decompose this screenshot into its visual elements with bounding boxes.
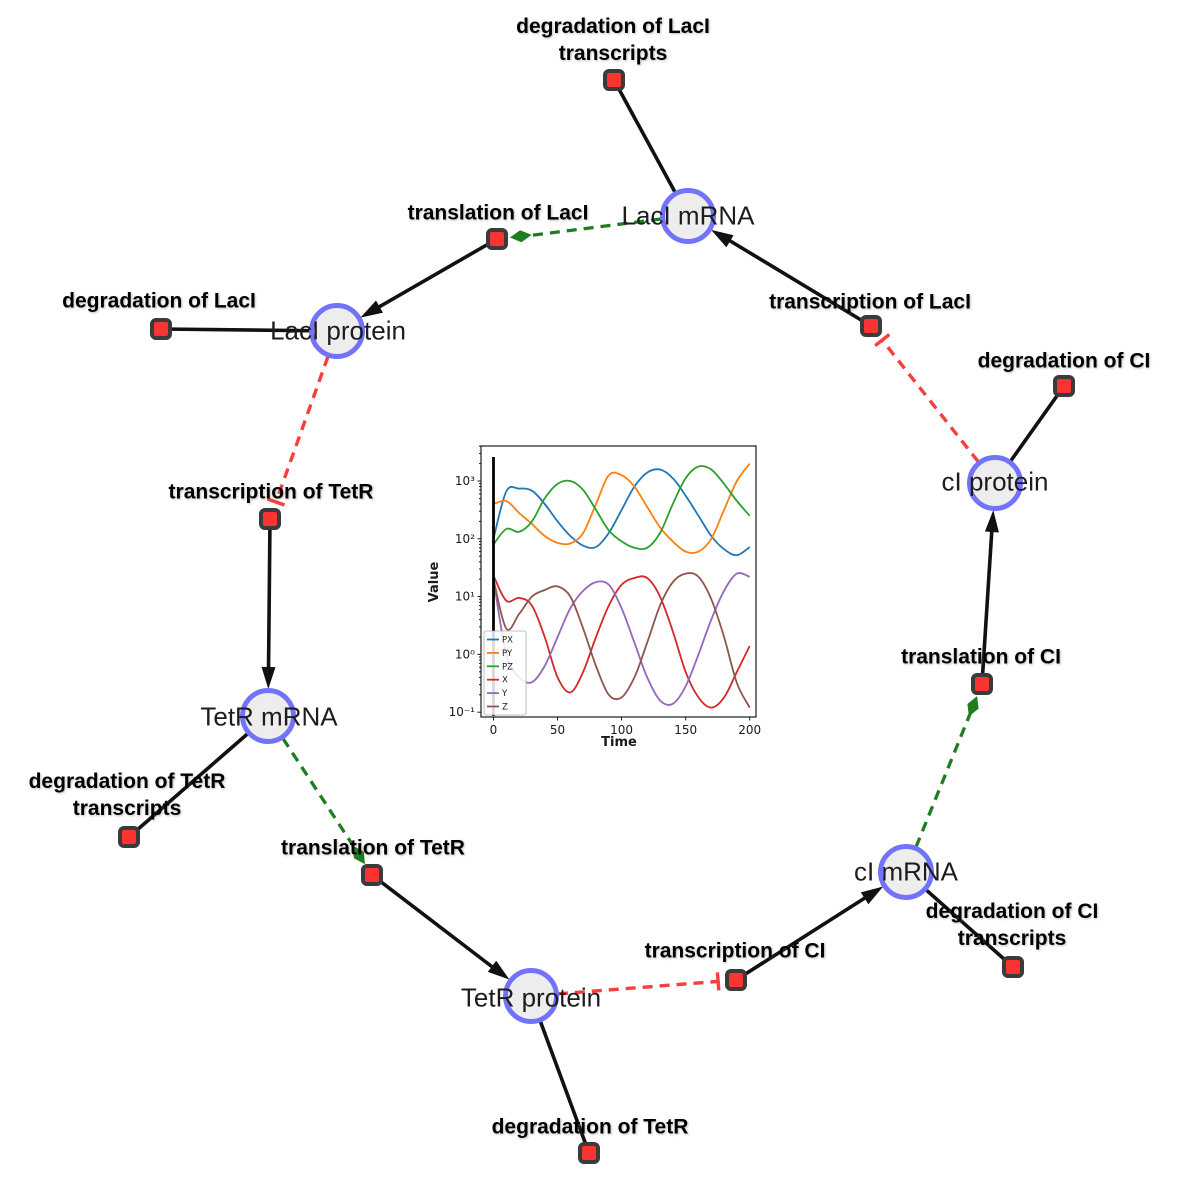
svg-text:PY: PY	[502, 649, 513, 659]
edge-translation-ci-to-ciprotein	[980, 510, 999, 685]
reaction-node-translation-ci	[971, 673, 993, 695]
species-node-ci-mrna	[878, 844, 934, 900]
svg-text:10⁰: 10⁰	[455, 647, 475, 661]
series-PY	[493, 463, 751, 554]
reaction-label-degradation-ci-transcripts: degradation of CI transcripts	[925, 900, 1099, 950]
reaction-node-translation-laci	[486, 228, 508, 250]
chart-xlabel: Time	[601, 735, 637, 750]
edge-translation-tetr-to-tetrprotein	[370, 873, 510, 980]
reaction-node-translation-tetr	[361, 864, 383, 886]
species-node-laci-protein	[309, 303, 365, 359]
reaction-label-transcription-laci: transcription of LacI	[769, 290, 971, 314]
reaction-node-transcription-ci	[725, 969, 747, 991]
edge-lacimrna-modifies-translation	[509, 217, 662, 243]
reaction-label-degradation-laci: degradation of LacI	[62, 289, 256, 313]
svg-text:200: 200	[738, 723, 761, 737]
svg-text:10⁻¹: 10⁻¹	[449, 705, 476, 719]
edge-ciprotein-inhibits-transcription-laci	[874, 333, 980, 463]
edge-cimrna-modifies-translation	[914, 696, 979, 848]
edge-translation-laci-to-laciprotein	[360, 237, 498, 318]
svg-text:X: X	[502, 676, 508, 686]
series-PX	[492, 468, 751, 557]
svg-text:Y: Y	[501, 689, 508, 699]
species-label-tetr-mrna: TetR mRNA	[200, 701, 338, 732]
reaction-label-transcription-ci: transcription of CI	[644, 939, 826, 963]
species-node-tetr-mrna	[240, 688, 296, 744]
reaction-node-degradation-tetr	[578, 1142, 600, 1164]
svg-text:0: 0	[490, 723, 498, 737]
reaction-label-translation-laci: translation of LacI	[407, 201, 589, 225]
species-label-tetr-protein: TetR protein	[460, 982, 602, 1013]
svg-text:100: 100	[610, 723, 633, 737]
reaction-node-degradation-laci	[150, 318, 172, 340]
reaction-node-transcription-laci	[860, 315, 882, 337]
edge-laciprotein-to-degradation	[160, 327, 338, 333]
svg-text:50: 50	[550, 723, 565, 737]
reaction-label-degradation-ci: degradation of CI	[977, 349, 1151, 373]
chart-curves	[492, 463, 751, 709]
reaction-label-degradation-laci-transcripts: degradation of LacI transcripts	[516, 15, 710, 65]
species-label-ci-protein: cI protein	[941, 466, 1049, 497]
svg-text:PX: PX	[502, 636, 513, 646]
reaction-label-transcription-tetr: transcription of TetR	[168, 480, 374, 504]
species-label-laci-protein: LacI protein	[270, 315, 406, 346]
svg-text:10²: 10²	[455, 532, 475, 546]
chart-ylabel: Value	[427, 561, 442, 602]
svg-text:Z: Z	[502, 703, 508, 713]
chart-ticks: 0 50 100 150 200 10³ 10² 10¹ 10⁰ 10⁻¹	[449, 445, 761, 737]
edge-tetrmrna-to-degradation-transcripts	[127, 714, 270, 839]
species-node-ci-protein	[967, 455, 1023, 511]
species-node-laci-mrna	[660, 188, 716, 244]
edge-tetrmrna-modifies-translation	[281, 737, 365, 865]
series-Z	[492, 572, 751, 709]
svg-text:10³: 10³	[455, 474, 475, 488]
edge-tetrprotein-inhibits-transcription-ci	[557, 972, 721, 996]
species-node-tetr-protein	[503, 968, 559, 1024]
species-label-laci-mrna: LacI mRNA	[621, 200, 755, 231]
chart-frame	[480, 445, 757, 718]
series-X	[492, 575, 751, 709]
edge-transcription-laci-to-lacimrna	[711, 229, 872, 328]
reaction-node-degradation-laci-transcripts	[603, 69, 625, 91]
reaction-node-degradation-ci	[1053, 375, 1075, 397]
species-label-ci-mrna: cI mRNA	[854, 856, 958, 887]
reaction-node-degradation-ci-transcripts	[1002, 956, 1024, 978]
svg-text:10¹: 10¹	[455, 590, 475, 604]
reaction-label-translation-tetr: translation of TetR	[281, 836, 465, 860]
reaction-label-translation-ci: translation of CI	[901, 645, 1061, 669]
reaction-node-transcription-tetr	[259, 508, 281, 530]
reaction-label-degradation-tetr: degradation of TetR	[491, 1115, 689, 1139]
chart-legend: PX PY PZ XYZ	[483, 630, 527, 716]
edge-laciprotein-inhibits-transcription-tetr	[266, 355, 330, 507]
svg-text:PZ: PZ	[502, 662, 513, 672]
series-Y	[492, 572, 751, 706]
reaction-node-degradation-tetr-transcripts	[118, 826, 140, 848]
edge-transcription-tetr-to-tetrmrna	[261, 518, 276, 689]
series-PZ	[492, 465, 751, 551]
edge-transcription-ci-to-cimrna	[735, 886, 884, 982]
svg-text:150: 150	[674, 723, 697, 737]
reaction-label-degradation-tetr-transcripts: degradation of TetR transcripts	[28, 770, 226, 820]
